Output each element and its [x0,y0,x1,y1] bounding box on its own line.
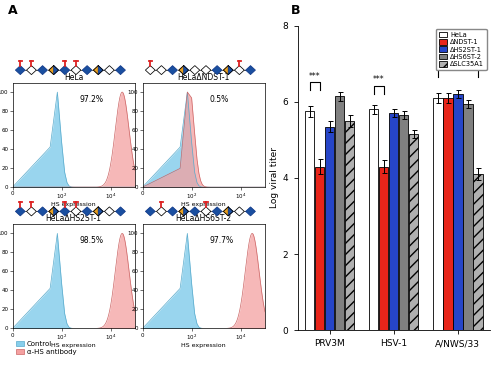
Polygon shape [26,66,36,75]
Bar [345,121,354,330]
Polygon shape [190,66,200,75]
Polygon shape [54,207,59,216]
Text: B: B [291,4,300,17]
Polygon shape [246,66,256,75]
Polygon shape [246,207,256,216]
Text: ***: *** [373,75,384,84]
X-axis label: HS expression: HS expression [182,343,226,348]
Text: A: A [8,4,17,17]
Y-axis label: Log viral titer: Log viral titer [270,148,278,208]
Text: 98.5%: 98.5% [80,236,104,246]
Polygon shape [146,66,155,75]
Polygon shape [98,66,103,75]
Bar [464,104,472,330]
Bar [474,174,482,330]
Bar [305,111,314,330]
Polygon shape [234,66,244,75]
Polygon shape [224,66,228,75]
Polygon shape [16,207,25,216]
Polygon shape [54,66,59,75]
Polygon shape [228,66,233,75]
Legend: Control, α-HS antibody: Control, α-HS antibody [16,341,76,355]
Polygon shape [94,66,98,75]
Polygon shape [156,66,166,75]
Title: HeLa: HeLa [64,73,84,82]
X-axis label: HS expression: HS expression [52,202,96,207]
Polygon shape [168,207,177,216]
Bar [369,109,378,330]
Polygon shape [98,207,103,216]
Bar [389,113,398,330]
Legend: HeLa, ΔNDST-1, ΔHS2ST-1, ΔHS6ST-2, ΔSLC35A1: HeLa, ΔNDST-1, ΔHS2ST-1, ΔHS6ST-2, ΔSLC3… [436,29,486,70]
Polygon shape [116,66,126,75]
Polygon shape [234,207,244,216]
Polygon shape [104,207,115,216]
Polygon shape [82,207,92,216]
Polygon shape [71,66,81,75]
Polygon shape [94,207,98,216]
Bar [325,127,334,330]
Polygon shape [116,207,126,216]
Polygon shape [212,207,222,216]
Bar [454,94,462,330]
X-axis label: HS expression: HS expression [182,202,226,207]
Polygon shape [201,207,211,216]
Polygon shape [71,207,81,216]
Polygon shape [82,66,92,75]
Polygon shape [228,207,233,216]
Polygon shape [146,207,155,216]
Polygon shape [179,207,184,216]
Bar [379,167,388,330]
Title: HeLaΔHS2ST-1: HeLaΔHS2ST-1 [46,214,102,223]
Polygon shape [184,66,188,75]
X-axis label: HS expression: HS expression [52,343,96,348]
Bar [335,96,344,330]
Text: 97.2%: 97.2% [80,95,104,104]
Title: HeLaΔHS6ST-2: HeLaΔHS6ST-2 [176,214,232,223]
Polygon shape [60,66,70,75]
Polygon shape [190,207,200,216]
Polygon shape [49,207,54,216]
Polygon shape [49,66,54,75]
Title: HeLaΔNDST-1: HeLaΔNDST-1 [178,73,230,82]
Polygon shape [212,66,222,75]
Text: 0.5%: 0.5% [210,95,229,104]
Polygon shape [179,66,184,75]
Bar [444,98,452,330]
Polygon shape [184,207,188,216]
Bar [399,115,408,330]
Polygon shape [224,207,228,216]
Polygon shape [104,66,115,75]
Polygon shape [26,207,36,216]
Text: 97.7%: 97.7% [210,236,234,246]
Polygon shape [201,66,211,75]
Polygon shape [156,207,166,216]
Bar [315,167,324,330]
Polygon shape [16,66,25,75]
Text: ***: *** [452,58,464,67]
Polygon shape [38,66,48,75]
Bar [433,98,442,330]
Bar [409,134,418,330]
Polygon shape [60,207,70,216]
Polygon shape [38,207,48,216]
Text: ***: *** [309,72,320,80]
Polygon shape [168,66,177,75]
